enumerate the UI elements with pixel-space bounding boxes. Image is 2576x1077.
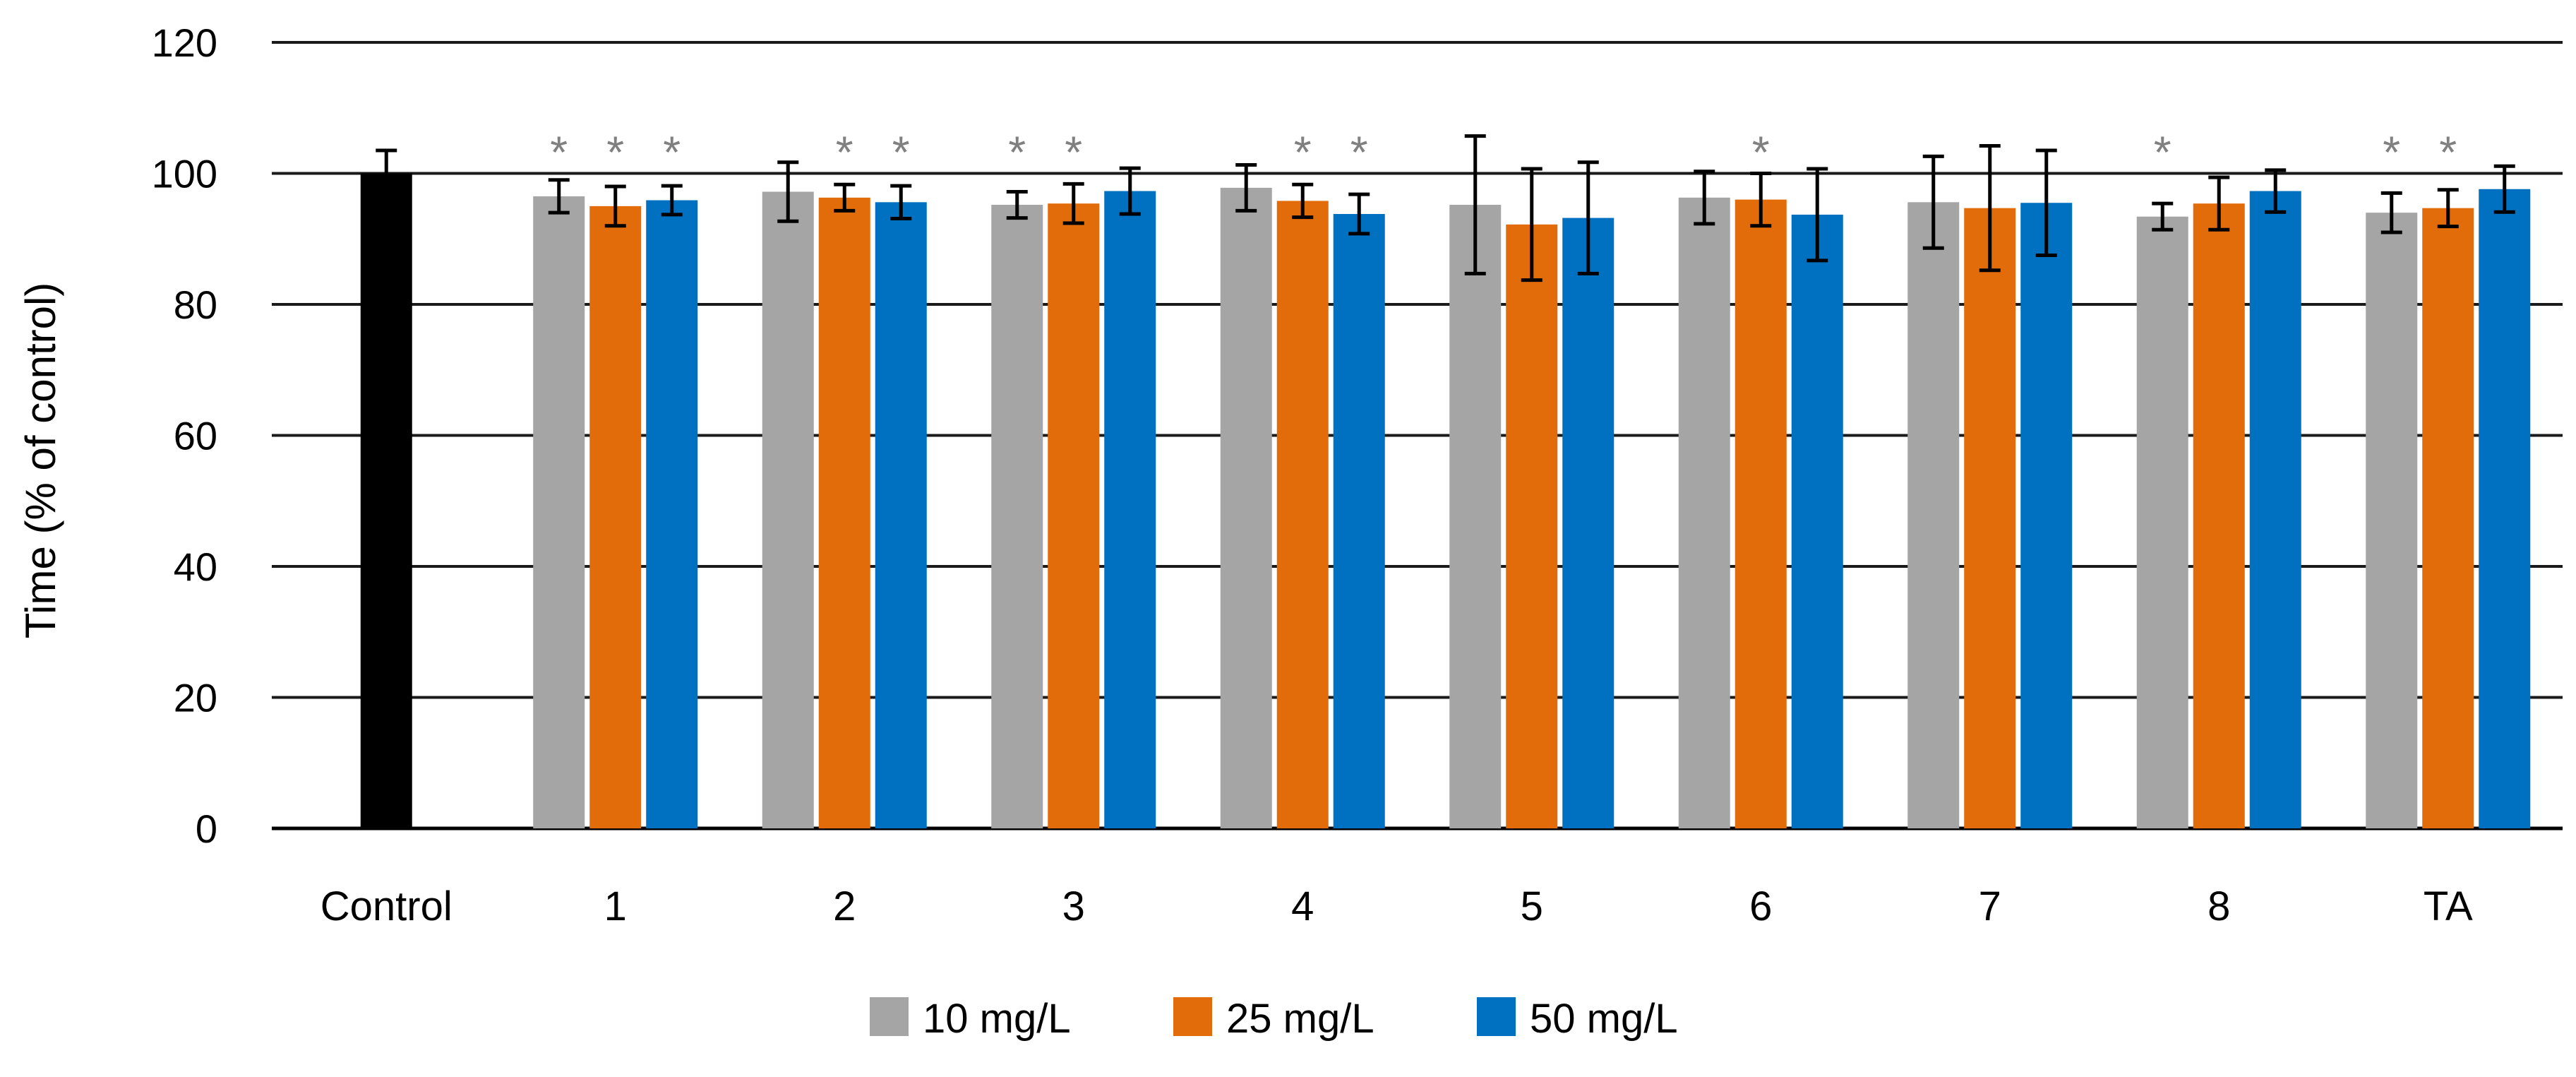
- significance-asterisk: *: [606, 127, 624, 178]
- bar: [818, 197, 870, 828]
- y-tick-label: 120: [152, 20, 217, 65]
- x-tick-label: 4: [1291, 883, 1314, 929]
- significance-asterisk: *: [836, 127, 853, 178]
- significance-asterisk: *: [1350, 127, 1368, 178]
- legend-label: 10 mg/L: [923, 996, 1071, 1042]
- x-tick-label: TA: [2424, 883, 2473, 929]
- y-tick-label: 100: [152, 152, 217, 196]
- bar: [2020, 203, 2073, 828]
- bar: [1048, 203, 1100, 828]
- bar: [991, 205, 1043, 828]
- bar: [2193, 203, 2245, 828]
- bar: [533, 196, 585, 828]
- bar: [1964, 208, 2016, 829]
- bar: [1333, 214, 1385, 828]
- y-tick-label: 60: [174, 414, 217, 458]
- significance-asterisk: *: [663, 127, 681, 178]
- significance-asterisk: *: [1752, 127, 1770, 178]
- bar: [2479, 189, 2531, 828]
- x-tick-label: 6: [1749, 883, 1772, 929]
- y-tick-label: 80: [174, 282, 217, 327]
- bar: [646, 200, 698, 829]
- bar: [875, 202, 927, 828]
- y-axis-ticks: 0 20 40 60 80 100 120: [152, 20, 217, 851]
- significance-asterisk: *: [892, 127, 910, 178]
- bar: [1220, 187, 1272, 828]
- y-tick-label: 40: [174, 545, 217, 589]
- bar: [1678, 197, 1730, 828]
- x-tick-label: 7: [1979, 883, 2001, 929]
- bar: [1449, 205, 1502, 828]
- bar: [1907, 202, 1960, 828]
- significance-asterisk: *: [1294, 127, 1312, 178]
- bar: [1506, 224, 1558, 829]
- x-tick-label: 5: [1521, 883, 1543, 929]
- x-tick-label: 8: [2207, 883, 2230, 929]
- x-tick-label: 1: [604, 883, 627, 929]
- legend: 10 mg/L 25 mg/L 50 mg/L: [870, 996, 1678, 1042]
- bar: [589, 206, 642, 828]
- bar: [1276, 201, 1329, 829]
- significance-markers: * * * * * * * * * * * * *: [550, 127, 2457, 178]
- bar: [1562, 218, 1615, 828]
- legend-label: 50 mg/L: [1530, 996, 1678, 1042]
- y-tick-label: 0: [196, 807, 217, 851]
- bar: [1735, 199, 1787, 829]
- significance-asterisk: *: [550, 127, 568, 178]
- bar: [1104, 191, 1156, 829]
- x-tick-label: Control: [320, 883, 453, 929]
- bar: [2366, 213, 2418, 828]
- bar: [2422, 208, 2474, 829]
- significance-asterisk: *: [1065, 127, 1082, 178]
- bar: [2136, 216, 2188, 829]
- bar: [1791, 214, 1843, 828]
- significance-asterisk: *: [2439, 127, 2457, 178]
- y-axis-title: Time (% of control): [17, 282, 64, 639]
- error-bars: [376, 134, 2515, 282]
- x-tick-label: 2: [833, 883, 856, 929]
- x-tick-label: 3: [1062, 883, 1085, 929]
- significance-asterisk: *: [1008, 127, 1026, 178]
- x-axis-ticks: Control 1 2 3 4 5 6 7 8 TA: [320, 883, 2473, 929]
- significance-asterisk: *: [2383, 127, 2400, 178]
- bar-control: [360, 173, 412, 828]
- significance-asterisk: *: [2154, 127, 2171, 178]
- legend-swatch: [870, 997, 909, 1036]
- bars: [360, 173, 2531, 829]
- legend-label: 25 mg/L: [1226, 996, 1374, 1042]
- y-tick-label: 20: [174, 676, 217, 720]
- bar: [762, 191, 814, 829]
- legend-swatch: [1173, 997, 1212, 1036]
- bar: [2249, 191, 2301, 829]
- legend-swatch: [1477, 997, 1516, 1036]
